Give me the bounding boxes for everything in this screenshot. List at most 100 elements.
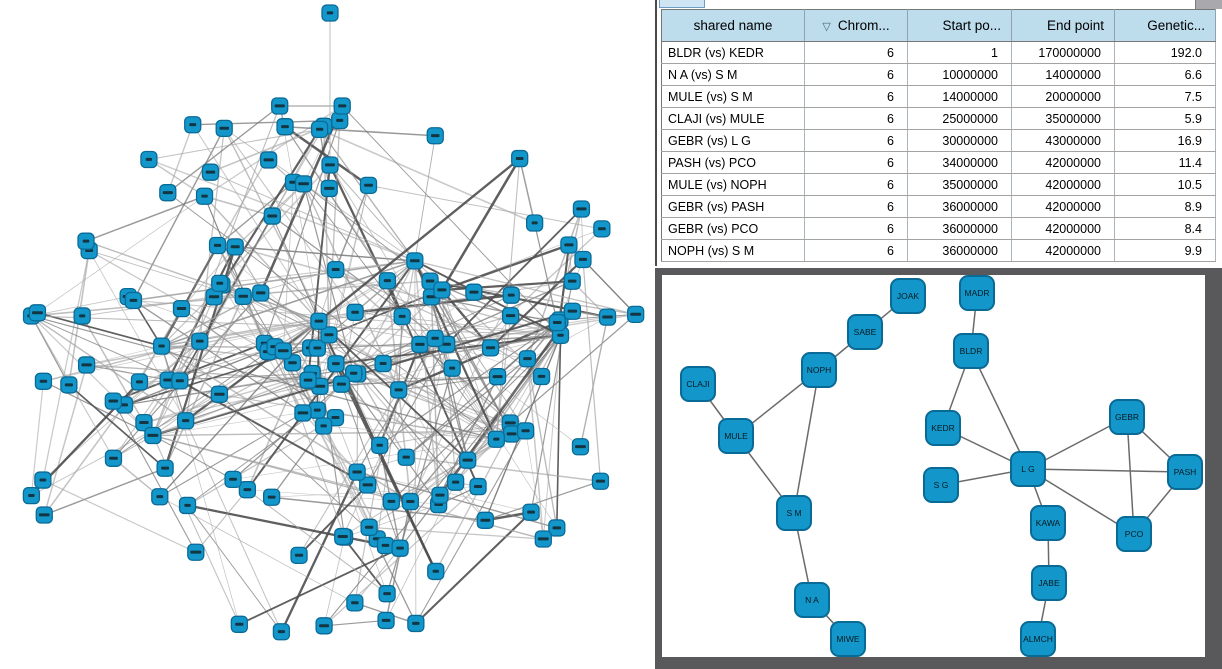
network-node-N A[interactable] [794,582,830,618]
panel-divider-line [655,0,657,266]
network-node-S M[interactable] [776,495,812,531]
column-header-2[interactable]: Start po... [907,9,1012,42]
network-edge-L G-PASH[interactable] [1027,468,1186,473]
network-node-NOPH[interactable] [801,352,837,388]
node-label-smudge [557,333,564,337]
table-cell: 6 [804,173,908,196]
node-label-smudge [469,290,479,294]
node-label-smudge [412,621,420,625]
column-header-4[interactable]: Genetic... [1114,9,1216,42]
table-row[interactable]: GEBR (vs) PASH 6 36000000 42000000 8.9 [661,195,1216,218]
table-cell: 30000000 [907,129,1012,152]
large-network-canvas[interactable] [0,0,655,669]
node-label-smudge [277,630,286,634]
node-label-smudge [406,499,415,503]
table-cell: 16.9 [1114,129,1216,152]
network-node-PCO[interactable] [1116,516,1152,552]
node-label-smudge [162,191,173,195]
network-edge-NOPH-S M[interactable] [793,369,820,514]
column-header-label: Start po... [942,18,1001,33]
node-label-smudge [575,445,586,449]
node-label-smudge [351,310,359,314]
scrollbar-thumb-fragment[interactable] [1195,0,1222,9]
table-row[interactable]: PASH (vs) PCO 6 34000000 42000000 11.4 [661,151,1216,174]
network-node-L G[interactable] [1010,451,1046,487]
toolbar-strip-fragment [657,0,1222,9]
node-label-smudge [163,378,174,382]
node-label-smudge [398,314,406,318]
node-label-smudge [229,477,237,481]
network-node-MIWE[interactable] [830,621,866,657]
node-label-smudge [576,207,587,211]
node-label-smudge [219,126,230,130]
network-node-ALMCH[interactable] [1020,621,1056,657]
network-node-SABE[interactable] [847,314,883,350]
node-label-smudge [147,433,159,437]
node-label-smudge [314,319,324,323]
table-row[interactable]: CLAJI (vs) MULE 6 25000000 35000000 5.9 [661,107,1216,130]
node-label-smudge [415,342,425,346]
network-node-PASH[interactable] [1167,454,1203,490]
network-edge-GEBR-PCO[interactable] [1126,416,1135,535]
network-node-MULE[interactable] [718,418,754,454]
node-label-smudge [381,543,390,547]
node-label-smudge [452,480,460,484]
table-cell: 10000000 [907,63,1012,86]
network-node-CLAJI[interactable] [680,366,716,402]
table-row[interactable]: N A (vs) S M 6 10000000 14000000 6.6 [661,63,1216,86]
table-row[interactable]: MULE (vs) NOPH 6 35000000 42000000 10.5 [661,173,1216,196]
table-cell: NOPH (vs) S M [661,239,805,262]
node-label-smudge [298,182,309,186]
table-cell: 14000000 [907,85,1012,108]
table-tab-fragment[interactable] [659,0,705,8]
network-node-BLDR[interactable] [953,333,989,369]
table-cell: 42000000 [1011,195,1115,218]
node-label-smudge [216,281,224,285]
filter-icon[interactable]: ▽ [822,21,831,33]
large-network-nodes [22,4,645,641]
node-label-smudge [267,214,278,218]
network-node-KEDR[interactable] [925,410,961,446]
node-label-smudge [235,622,244,626]
column-header-label: shared name [693,18,773,33]
network-node-GEBR[interactable] [1109,399,1145,435]
node-label-smudge [507,293,515,297]
table-cell: GEBR (vs) PCO [661,217,805,240]
node-label-smudge [351,601,359,605]
column-header-0[interactable]: shared name [661,9,805,42]
network-node-KAWA[interactable] [1030,505,1066,541]
network-node-S G[interactable] [923,467,959,503]
node-label-smudge [364,525,374,529]
node-label-smudge [425,279,435,283]
table-row[interactable]: BLDR (vs) KEDR 6 1 170000000 192.0 [661,41,1216,64]
table-row[interactable]: MULE (vs) S M 6 14000000 20000000 7.5 [661,85,1216,108]
node-label-smudge [135,380,143,384]
table-row[interactable]: GEBR (vs) PCO 6 36000000 42000000 8.4 [661,217,1216,240]
node-label-smudge [274,104,285,108]
table-cell: 42000000 [1011,239,1115,262]
table-row[interactable]: NOPH (vs) S M 6 36000000 42000000 9.9 [661,239,1216,262]
column-header-3[interactable]: End point [1011,9,1115,42]
table-cell: 1 [907,41,1012,64]
node-label-smudge [352,470,362,474]
node-label-smudge [288,361,297,365]
table-cell: BLDR (vs) KEDR [661,41,805,64]
node-label-smudge [376,443,383,447]
network-node-JABE[interactable] [1031,565,1067,601]
network-edge-BLDR-L G[interactable] [970,350,1029,470]
node-label-smudge [38,513,50,517]
table-body: BLDR (vs) KEDR 6 1 170000000 192.0 N A (vs) S… [661,41,1216,262]
node-label-smudge [121,403,128,407]
table-row[interactable]: GEBR (vs) L G 6 30000000 43000000 16.9 [661,129,1216,152]
network-node-MADR[interactable] [959,275,995,311]
node-label-smudge [552,321,562,325]
network-node-JOAK[interactable] [890,278,926,314]
column-header-1[interactable]: ▽ Chrom... [804,9,908,42]
node-label-smudge [156,495,164,499]
node-label-smudge [281,125,289,129]
node-label-smudge [238,294,249,298]
table-cell: 6 [804,41,908,64]
